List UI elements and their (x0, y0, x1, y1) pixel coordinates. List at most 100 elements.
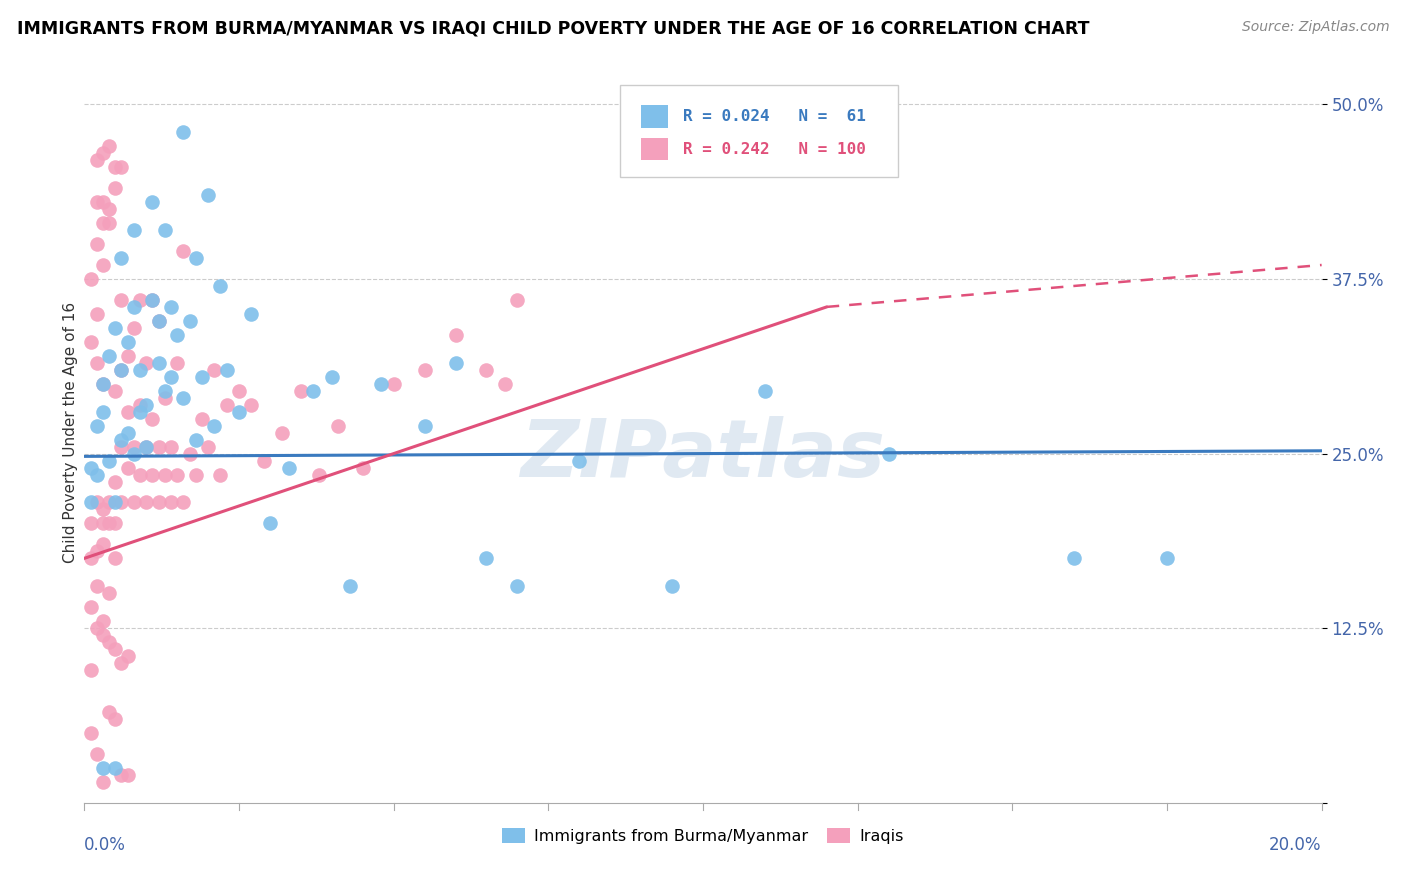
Point (86, 153, 108, 168)
Text: ZIPatlas: ZIPatlas (520, 416, 886, 494)
Point (339, 579, 361, 593)
Point (98, 586, 121, 600)
Text: 0.0%: 0.0% (84, 836, 127, 855)
Point (148, 314, 170, 328)
Point (135, 495, 157, 509)
Point (1156, 551, 1178, 566)
Point (661, 579, 683, 593)
Point (86, 237, 108, 252)
Point (122, 223, 145, 237)
Point (153, 223, 176, 237)
Point (79, 334, 101, 349)
Point (148, 440, 170, 454)
Point (444, 327, 467, 342)
Point (79, 663, 101, 677)
Point (91, 146, 114, 161)
Point (91, 502, 114, 516)
Point (110, 363, 132, 377)
Point (86, 544, 108, 558)
Point (86, 579, 108, 593)
Point (104, 551, 127, 566)
Point (382, 376, 405, 391)
Point (91, 376, 114, 391)
Point (79, 551, 101, 566)
Point (413, 363, 436, 377)
Point (91, 537, 114, 551)
Text: R = 0.242   N = 100: R = 0.242 N = 100 (683, 142, 866, 157)
Point (141, 293, 163, 307)
Point (135, 440, 157, 454)
Point (202, 363, 225, 377)
Point (122, 495, 145, 509)
Point (370, 376, 392, 391)
Point (117, 768, 139, 782)
Point (110, 440, 132, 454)
Point (129, 363, 152, 377)
Point (117, 460, 139, 475)
Point (79, 726, 101, 740)
Point (135, 440, 157, 454)
Text: Source: ZipAtlas.com: Source: ZipAtlas.com (1241, 20, 1389, 34)
Point (98, 516, 121, 531)
Point (98, 202, 121, 216)
Point (129, 398, 152, 412)
Point (86, 495, 108, 509)
Point (98, 216, 121, 230)
FancyBboxPatch shape (620, 85, 898, 178)
Point (79, 272, 101, 286)
Point (79, 460, 101, 475)
Point (475, 551, 498, 566)
Point (91, 775, 114, 789)
Point (148, 356, 170, 370)
Point (91, 516, 114, 531)
Point (352, 460, 374, 475)
Point (117, 334, 139, 349)
Point (277, 460, 299, 475)
Point (91, 376, 114, 391)
Point (117, 349, 139, 363)
Point (141, 411, 163, 425)
Point (326, 418, 349, 433)
Point (228, 405, 250, 419)
Point (86, 621, 108, 635)
Point (110, 363, 132, 377)
Point (141, 467, 163, 482)
Point (110, 251, 132, 265)
Point (160, 369, 183, 384)
Text: R = 0.024   N =  61: R = 0.024 N = 61 (683, 109, 866, 124)
Point (86, 356, 108, 370)
Point (506, 293, 529, 307)
Point (104, 642, 127, 657)
Point (160, 440, 183, 454)
Point (253, 453, 276, 467)
Point (444, 356, 467, 370)
Point (122, 440, 145, 454)
Point (191, 411, 214, 425)
Point (202, 418, 225, 433)
Point (104, 181, 127, 195)
Point (104, 761, 127, 775)
Point (98, 139, 121, 153)
Point (110, 433, 132, 447)
Point (122, 446, 145, 460)
Point (117, 405, 139, 419)
Point (290, 384, 312, 398)
Point (184, 251, 207, 265)
Point (506, 579, 529, 593)
Point (153, 391, 176, 405)
Point (129, 293, 152, 307)
Point (91, 761, 114, 775)
Point (98, 635, 121, 649)
Point (259, 516, 281, 531)
Point (153, 384, 176, 398)
Point (240, 398, 263, 412)
Point (86, 467, 108, 482)
Point (160, 495, 183, 509)
Point (91, 614, 114, 628)
Point (98, 495, 121, 509)
Point (110, 495, 132, 509)
Point (172, 244, 194, 258)
Point (135, 398, 157, 412)
Point (86, 747, 108, 761)
Point (172, 125, 194, 139)
